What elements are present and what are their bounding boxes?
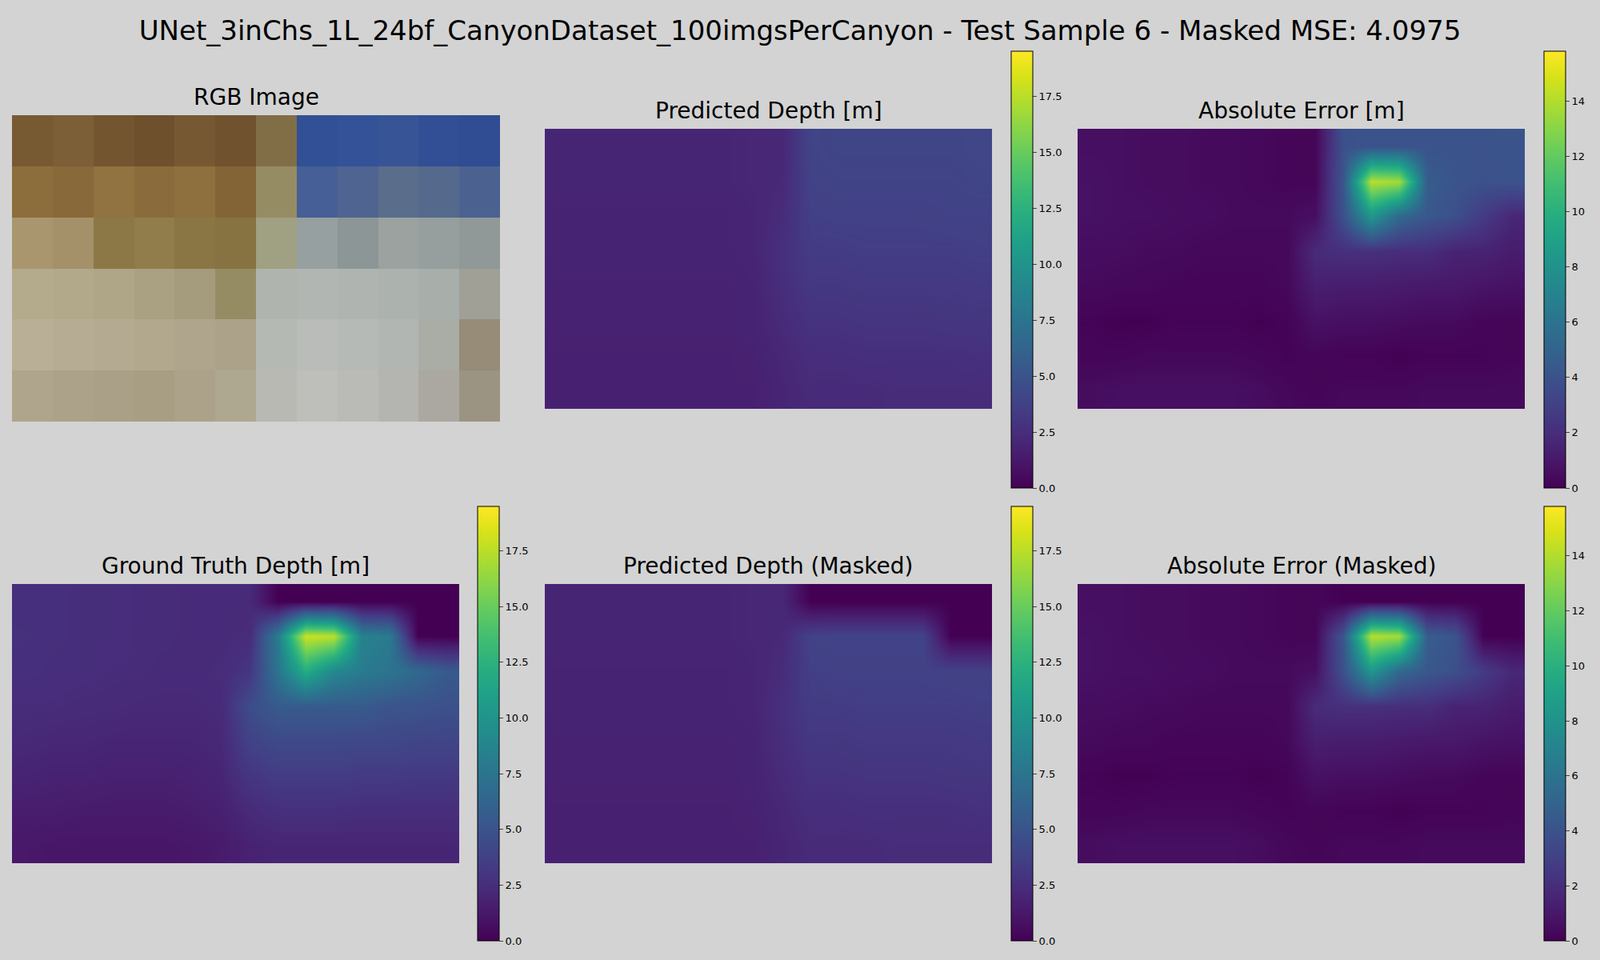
svg-text:10.0: 10.0 [1039, 712, 1063, 724]
svg-text:5.0: 5.0 [505, 823, 523, 836]
svg-text:15.0: 15.0 [1039, 146, 1063, 159]
svg-text:10.0: 10.0 [1039, 258, 1063, 271]
svg-text:14: 14 [1572, 549, 1586, 562]
svg-text:0: 0 [1572, 482, 1579, 495]
svg-text:7.5: 7.5 [1039, 314, 1056, 327]
svg-text:Absolute Error (Masked): Absolute Error (Masked) [1167, 552, 1436, 580]
svg-text:Predicted Depth (Masked): Predicted Depth (Masked) [623, 552, 914, 580]
svg-text:Ground Truth Depth [m]: Ground Truth Depth [m] [101, 552, 370, 580]
svg-text:Predicted Depth [m]: Predicted Depth [m] [655, 97, 883, 124]
svg-text:17.5: 17.5 [1039, 544, 1063, 557]
svg-text:0: 0 [1572, 935, 1579, 948]
svg-text:15.0: 15.0 [1039, 600, 1063, 613]
svg-text:10: 10 [1572, 205, 1586, 218]
svg-text:12: 12 [1572, 604, 1586, 617]
svg-text:2.5: 2.5 [1039, 879, 1056, 892]
svg-text:12.5: 12.5 [1039, 202, 1063, 215]
svg-text:8: 8 [1572, 260, 1579, 273]
svg-text:0.0: 0.0 [1039, 482, 1056, 495]
svg-text:8: 8 [1572, 715, 1579, 728]
svg-text:7.5: 7.5 [505, 768, 523, 780]
svg-text:5.0: 5.0 [1039, 370, 1056, 383]
svg-text:14: 14 [1572, 95, 1586, 108]
svg-text:UNet_3inChs_1L_24bf_CanyonData: UNet_3inChs_1L_24bf_CanyonDataset_100img… [139, 14, 1462, 47]
svg-text:12.5: 12.5 [505, 656, 529, 668]
svg-text:RGB Image: RGB Image [193, 84, 320, 111]
svg-text:10.0: 10.0 [505, 712, 529, 724]
svg-text:Absolute Error [m]: Absolute Error [m] [1198, 97, 1405, 124]
svg-text:2.5: 2.5 [505, 879, 523, 892]
svg-text:10: 10 [1572, 660, 1586, 672]
svg-text:7.5: 7.5 [1039, 768, 1056, 780]
svg-text:6: 6 [1572, 769, 1579, 782]
svg-text:12: 12 [1572, 150, 1586, 163]
svg-text:6: 6 [1572, 316, 1579, 328]
svg-text:4: 4 [1572, 824, 1579, 837]
svg-text:5.0: 5.0 [1039, 823, 1056, 836]
svg-text:17.5: 17.5 [505, 544, 529, 557]
svg-text:15.0: 15.0 [505, 600, 529, 613]
svg-text:12.5: 12.5 [1039, 656, 1063, 668]
svg-text:2: 2 [1572, 880, 1579, 892]
svg-text:4: 4 [1572, 371, 1579, 384]
svg-text:0.0: 0.0 [505, 935, 523, 948]
svg-text:17.5: 17.5 [1039, 90, 1063, 103]
svg-text:2: 2 [1572, 426, 1579, 439]
svg-text:2.5: 2.5 [1039, 426, 1056, 439]
svg-text:0.0: 0.0 [1039, 935, 1056, 948]
